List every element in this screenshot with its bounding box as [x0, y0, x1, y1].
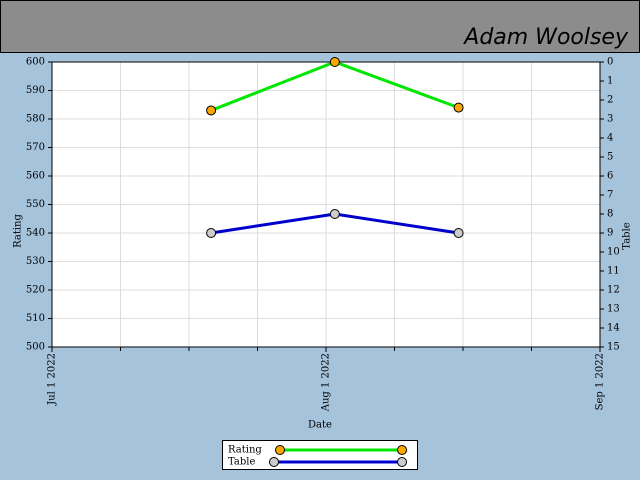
header	[0, 0, 640, 53]
y-tick-label: 500	[26, 342, 45, 353]
legend-marker	[397, 457, 407, 467]
legend-label: Table	[228, 457, 255, 468]
y-tick-label: 550	[26, 199, 45, 210]
y2-tick-label: 10	[607, 247, 620, 258]
y2-tick-label: 15	[607, 342, 620, 353]
author: Adam Woolsey	[462, 25, 629, 50]
point	[329, 57, 340, 67]
y2-tick-label: 13	[607, 304, 620, 315]
y-tick-label: 560	[26, 171, 45, 182]
y-tick-label: 540	[26, 228, 45, 239]
x-tick-label: Sep 1 2022	[595, 353, 606, 410]
point	[453, 228, 464, 238]
legend-label: Rating	[228, 445, 262, 456]
y-tick-label: 570	[26, 142, 45, 153]
legend-marker	[269, 457, 279, 467]
y2-tick-label: 11	[607, 266, 620, 277]
point	[329, 209, 340, 219]
y-tick-label: 600	[26, 57, 45, 68]
y-tick-label: 590	[26, 85, 45, 96]
y2-tick-label: 7	[607, 190, 613, 201]
y2-tick-label: 3	[607, 114, 613, 125]
legend-marker	[275, 445, 285, 455]
x-tick-label: Aug 1 2022	[321, 353, 332, 412]
y2-tick-label: 0	[607, 57, 613, 68]
y2-tick-label: 2	[607, 95, 613, 106]
point	[453, 102, 464, 113]
y2-axis-label: Table	[622, 222, 633, 249]
y2-tick-label: 4	[607, 133, 613, 144]
y-tick-label: 580	[26, 114, 45, 125]
x-axis-label: Date	[308, 420, 332, 431]
y2-tick-label: 8	[607, 209, 613, 220]
y-tick-label: 520	[26, 285, 45, 296]
y2-tick-label: 5	[607, 152, 613, 163]
y-tick-label: 530	[26, 256, 45, 267]
point	[206, 228, 217, 238]
y2-tick-label: 1	[607, 76, 613, 87]
y2-tick-label: 14	[607, 323, 620, 334]
y-tick-label: 510	[26, 313, 45, 324]
legend	[222, 440, 418, 470]
legend-marker	[397, 445, 407, 455]
y2-tick-label: 6	[607, 171, 613, 182]
y2-tick-label: 12	[607, 285, 620, 296]
y2-tick-label: 9	[607, 228, 613, 239]
y-axis-label: Rating	[13, 214, 24, 248]
point	[206, 105, 217, 116]
x-tick-label: Jul 1 2022	[47, 353, 58, 406]
